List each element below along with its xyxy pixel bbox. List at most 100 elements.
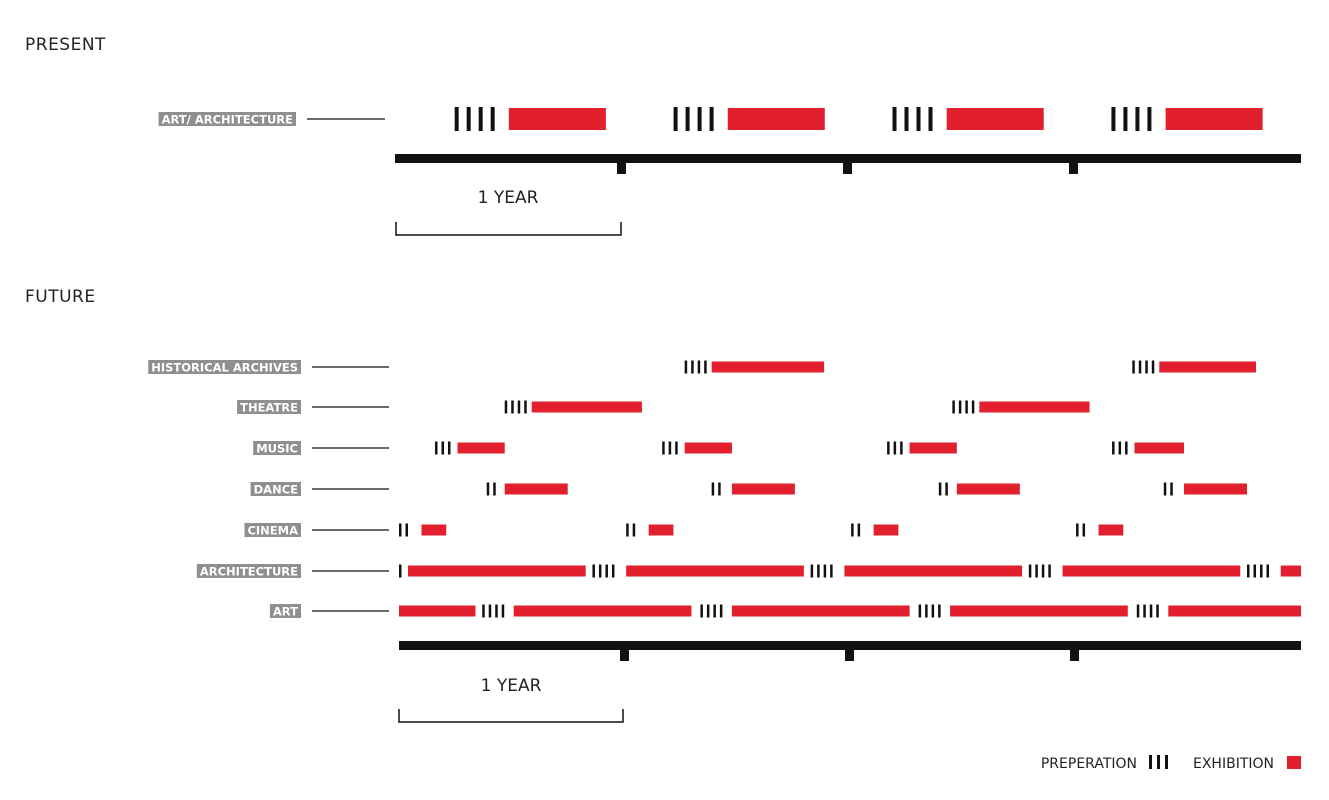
preparation-mark (1112, 441, 1115, 455)
future-year-label: 1 YEAR (481, 676, 542, 696)
preparation-mark (517, 400, 521, 414)
preparation-mark (495, 604, 498, 618)
event-art-2 (482, 604, 692, 618)
preparation-mark (684, 360, 688, 374)
event-architecture-3 (810, 564, 1023, 578)
event-dance-2 (711, 482, 795, 496)
preparation-mark (711, 482, 715, 496)
legend-exhibition-label: EXHIBITION (1193, 756, 1274, 772)
exhibition-bar (648, 524, 674, 536)
preparation-mark (1125, 441, 1128, 455)
preparation-mark (719, 604, 723, 618)
row-historical-archives: HISTORICAL ARCHIVES (148, 360, 1257, 375)
event-architecture-5 (1247, 564, 1301, 578)
exhibition-bar (1134, 442, 1185, 454)
preparation-mark (1247, 564, 1250, 578)
preparation-mark (1156, 604, 1159, 618)
preparation-mark (1260, 564, 1263, 578)
preparation-mark (488, 604, 492, 618)
preparation-mark (486, 482, 490, 496)
exhibition-bar (946, 108, 1044, 130)
preparation-mark (817, 564, 820, 578)
present-time-axis (395, 154, 1301, 174)
exhibition-bar (421, 524, 447, 536)
event-art-4 (918, 604, 1128, 618)
preparation-mark (1135, 107, 1140, 131)
preparation-mark (493, 482, 496, 496)
exhibition-bar (731, 605, 910, 617)
preparation-mark (1145, 360, 1148, 374)
row-label-theatre: THEATRE (240, 401, 298, 415)
preparation-mark (1118, 441, 1122, 455)
preparation-mark (441, 441, 444, 455)
row-label-historical-archives: HISTORICAL ARCHIVES (151, 361, 298, 375)
preparation-mark (1163, 482, 1167, 496)
legend-exhibition-swatch (1287, 756, 1301, 769)
event-music-4 (1112, 441, 1185, 455)
exhibition-bar (956, 483, 1020, 495)
present-year-bracket (395, 222, 622, 236)
future-axis-tick (845, 641, 854, 661)
present-year-label: 1 YEAR (478, 188, 539, 208)
preparation-mark (490, 107, 495, 131)
exhibition-bar (731, 483, 795, 495)
preparation-mark (632, 523, 636, 537)
preparation-mark (1028, 564, 1032, 578)
event-music-1 (434, 441, 505, 455)
exhibition-bar (711, 361, 825, 373)
event-art-5 (1136, 604, 1301, 618)
preparation-mark (892, 107, 897, 131)
preparation-mark (1035, 564, 1038, 578)
event-theatre-1 (504, 400, 642, 414)
row-label-dance: DANCE (254, 483, 299, 497)
exhibition-bar (407, 565, 586, 577)
preparation-mark (405, 523, 408, 537)
event-cinema-1 (399, 523, 447, 537)
row-architecture: ARCHITECTURE (196, 564, 1301, 579)
event-music-2 (662, 441, 732, 455)
row-theatre: THEATRE (237, 400, 1090, 415)
preparation-mark (685, 107, 690, 131)
preparation-mark (918, 604, 922, 618)
event-cinema-2 (626, 523, 674, 537)
preparation-mark (958, 400, 962, 414)
preparation-mark (598, 564, 602, 578)
row-label-architecture: ARCHITECTURE (200, 565, 298, 579)
preparation-mark (611, 564, 615, 578)
event-art-architecture-4 (1111, 107, 1263, 131)
event-cinema-3 (851, 523, 899, 537)
event-theatre-2 (952, 400, 1090, 414)
event-architecture-1 (399, 564, 586, 578)
preparation-mark (673, 107, 678, 131)
preparation-mark (697, 360, 701, 374)
preparation-mark (887, 441, 890, 455)
preparation-mark (857, 523, 861, 537)
exhibition-bar (844, 565, 1023, 577)
preparation-mark (1151, 360, 1155, 374)
row-label-plate (253, 441, 301, 455)
preparation-mark (1170, 482, 1173, 496)
preparation-mark (675, 441, 678, 455)
exhibition-bar (1280, 565, 1301, 577)
preparation-mark (1266, 564, 1270, 578)
row-label-plate (269, 604, 301, 618)
preparation-mark (482, 604, 485, 618)
preparation-mark (938, 604, 941, 618)
row-label-plate (148, 360, 301, 374)
event-art-architecture-3 (892, 107, 1044, 131)
legend-preparation-label: PREPERATION (1041, 756, 1137, 772)
exhibition-bar (1184, 483, 1248, 495)
event-cinema-4 (1076, 523, 1124, 537)
future-time-axis (399, 641, 1301, 661)
present-axis-tick (1069, 154, 1078, 174)
legend-preparation-swatch (1149, 755, 1168, 769)
row-label-plate (158, 112, 296, 126)
preparation-mark (928, 107, 933, 131)
preparation-mark (893, 441, 897, 455)
event-architecture-2 (592, 564, 804, 578)
row-cinema: CINEMA (244, 523, 1124, 538)
preparation-mark (399, 523, 402, 537)
preparation-mark (706, 604, 710, 618)
event-art-architecture-2 (673, 107, 825, 131)
present-axis-tick (843, 154, 852, 174)
